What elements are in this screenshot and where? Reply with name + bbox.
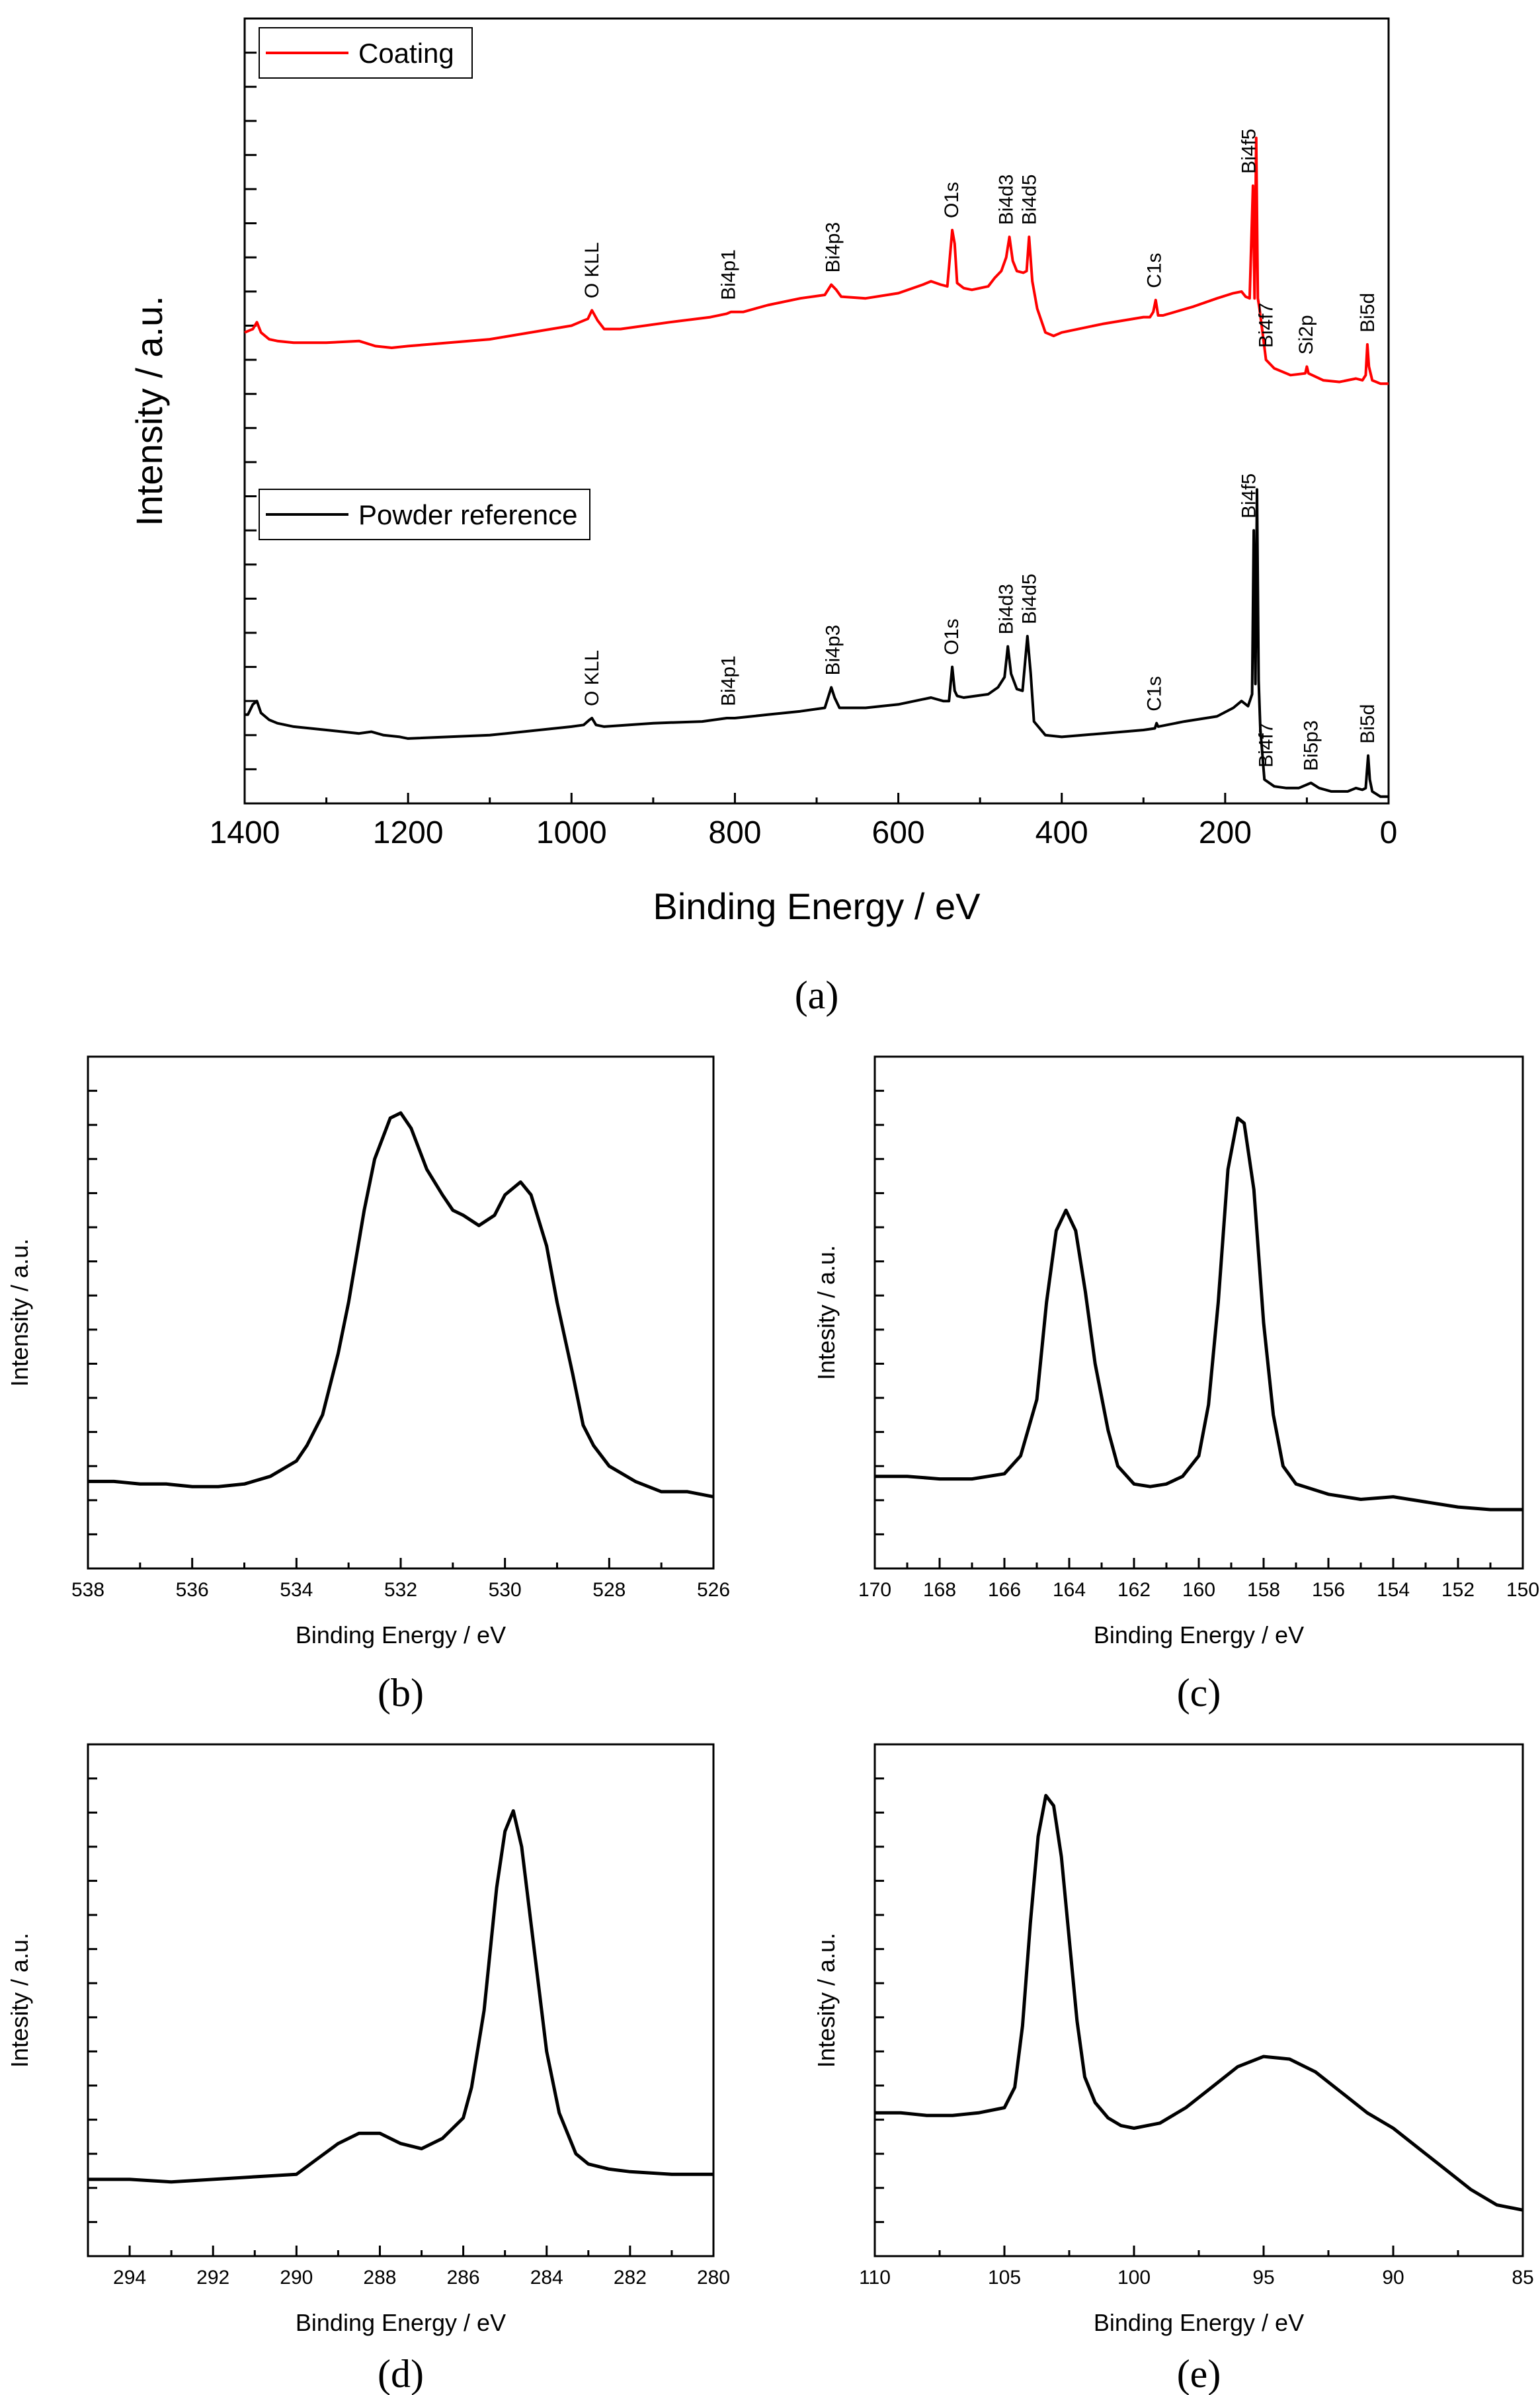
plot-frame	[243, 17, 1390, 805]
panel-c-bi4f-spectrum: 170 168 166 164 162 160 158 156 154 152 150 Binding…	[813, 1055, 1539, 1715]
peak-label: O KLL	[581, 242, 603, 298]
y-axis-label: Intesity / a.u.	[813, 1245, 840, 1380]
x-tick-label: 1200	[373, 815, 444, 850]
panel-e-bi5d-spectrum: 110 105 100 95 90 85 Binding Energy / eV Intesi…	[813, 1743, 1534, 2395]
x-axis-label: Binding Energy / eV	[653, 885, 981, 927]
x-tick-label: 600	[872, 815, 925, 850]
x-tick-label: 288	[363, 2267, 396, 2289]
x-tick-label: 160	[1182, 1579, 1215, 1601]
x-tick-label: 286	[447, 2267, 480, 2289]
panel-tag-label: (c)	[1177, 1671, 1221, 1715]
x-tick-label: 0	[1380, 815, 1398, 850]
y-axis-label: Intensity / a.u.	[128, 296, 170, 526]
x-tick-label: 1400	[210, 815, 280, 850]
panel-a-survey-spectrum: 1400 1200 1000 800 600 400 200 0 Binding Energy …	[128, 17, 1398, 1017]
x-tick-label: 1000	[536, 815, 607, 850]
x-tick-label: 294	[113, 2267, 146, 2289]
x-tick-label: 105	[988, 2267, 1021, 2289]
peak-label: Bi4f5	[1238, 473, 1260, 518]
panel-b-o1s-spectrum: 538 536 534 532 530 528 526 Binding Energy / eV…	[6, 1055, 730, 1715]
peak-label: Bi4d3	[996, 175, 1018, 225]
x-tick-label: 162	[1117, 1579, 1151, 1601]
x-tick-label: 85	[1512, 2267, 1533, 2289]
x-axis-label: Binding Energy / eV	[296, 1621, 506, 1648]
x-tick-label: 280	[697, 2267, 730, 2289]
x-tick-label: 170	[858, 1579, 891, 1601]
peak-label: C1s	[1143, 676, 1165, 711]
x-axis-label: Binding Energy / eV	[296, 2309, 506, 2336]
x-tick-label: 400	[1035, 815, 1088, 850]
x-tick-label: 110	[859, 2267, 891, 2289]
peak-label: Bi4p1	[718, 249, 740, 300]
series-line-coating	[244, 136, 1389, 386]
x-tick-label: 530	[489, 1579, 522, 1601]
series-line-o1s	[88, 1111, 714, 1499]
x-axis-label: Binding Energy / eV	[1094, 1621, 1304, 1648]
x-tick-label: 532	[384, 1579, 417, 1601]
x-tick-label: 154	[1377, 1579, 1410, 1601]
peak-label: Bi5d	[1357, 293, 1379, 333]
peak-label: O KLL	[581, 650, 603, 706]
x-tick-label: 292	[196, 2267, 229, 2289]
peak-label: Bi4d5	[1018, 175, 1040, 225]
peak-label: Bi5p3	[1301, 720, 1322, 771]
peak-label: Si2p	[1295, 315, 1317, 354]
peak-label: O1s	[941, 182, 963, 218]
x-tick-label: 538	[71, 1579, 104, 1601]
panel-tag-label: (d)	[378, 2352, 424, 2395]
legend-label: Powder reference	[358, 499, 578, 530]
x-tick-label: 290	[280, 2267, 313, 2289]
series-line-bi4f	[875, 1116, 1523, 1512]
peak-label: Bi4f7	[1256, 303, 1277, 348]
plot-frame	[873, 1055, 1524, 1570]
plot-frame	[87, 1743, 715, 2257]
panel-d-c1s-spectrum: 294 292 290 288 286 284 282 280 Binding Energy /…	[6, 1743, 730, 2395]
x-tick-label: 534	[280, 1579, 313, 1601]
y-axis-label: Intesity / a.u.	[813, 1933, 840, 2068]
panel-tag-label: (e)	[1177, 2352, 1221, 2395]
y-axis-label: Intensity / a.u.	[6, 1238, 33, 1387]
x-tick-label: 282	[614, 2267, 647, 2289]
x-tick-label: 100	[1117, 2267, 1151, 2289]
series-line-bi5d	[875, 1793, 1523, 2212]
series-line-powder-reference	[245, 488, 1389, 798]
plot-frame	[87, 1055, 715, 1570]
x-tick-label: 152	[1441, 1579, 1475, 1601]
series-line-c1s	[88, 1809, 713, 2184]
peak-label: C1s	[1143, 253, 1165, 288]
peak-label: Bi4f5	[1238, 128, 1260, 173]
x-tick-label: 150	[1506, 1579, 1539, 1601]
x-tick-label: 90	[1382, 2267, 1404, 2289]
peak-label: Bi4d5	[1018, 573, 1040, 624]
x-tick-label: 95	[1252, 2267, 1274, 2289]
x-tick-label: 526	[697, 1579, 730, 1601]
x-tick-label: 158	[1247, 1579, 1280, 1601]
peak-label: Bi4f7	[1256, 722, 1277, 767]
plot-frame	[873, 1743, 1524, 2257]
peak-label: Bi4d3	[996, 584, 1018, 635]
x-tick-label: 800	[708, 815, 761, 850]
x-tick-label: 166	[988, 1579, 1021, 1601]
peak-label: Bi5d	[1357, 704, 1379, 744]
peak-label: O1s	[941, 619, 963, 655]
x-tick-label: 528	[592, 1579, 626, 1601]
legend-label: Coating	[358, 38, 454, 69]
peak-label: Bi4p3	[823, 222, 844, 273]
x-tick-label: 200	[1199, 815, 1252, 850]
panel-tag-label: (b)	[378, 1671, 424, 1715]
x-tick-label: 156	[1312, 1579, 1345, 1601]
x-tick-label: 284	[530, 2267, 563, 2289]
peak-label: Bi4p3	[823, 625, 844, 676]
x-tick-label: 536	[176, 1579, 209, 1601]
panel-tag-label: (a)	[795, 973, 839, 1017]
x-tick-label: 164	[1053, 1579, 1086, 1601]
x-tick-label: 168	[923, 1579, 956, 1601]
y-axis-label: Intesity / a.u.	[6, 1933, 33, 2068]
x-axis-label: Binding Energy / eV	[1094, 2309, 1304, 2336]
peak-label: Bi4p1	[718, 655, 740, 706]
